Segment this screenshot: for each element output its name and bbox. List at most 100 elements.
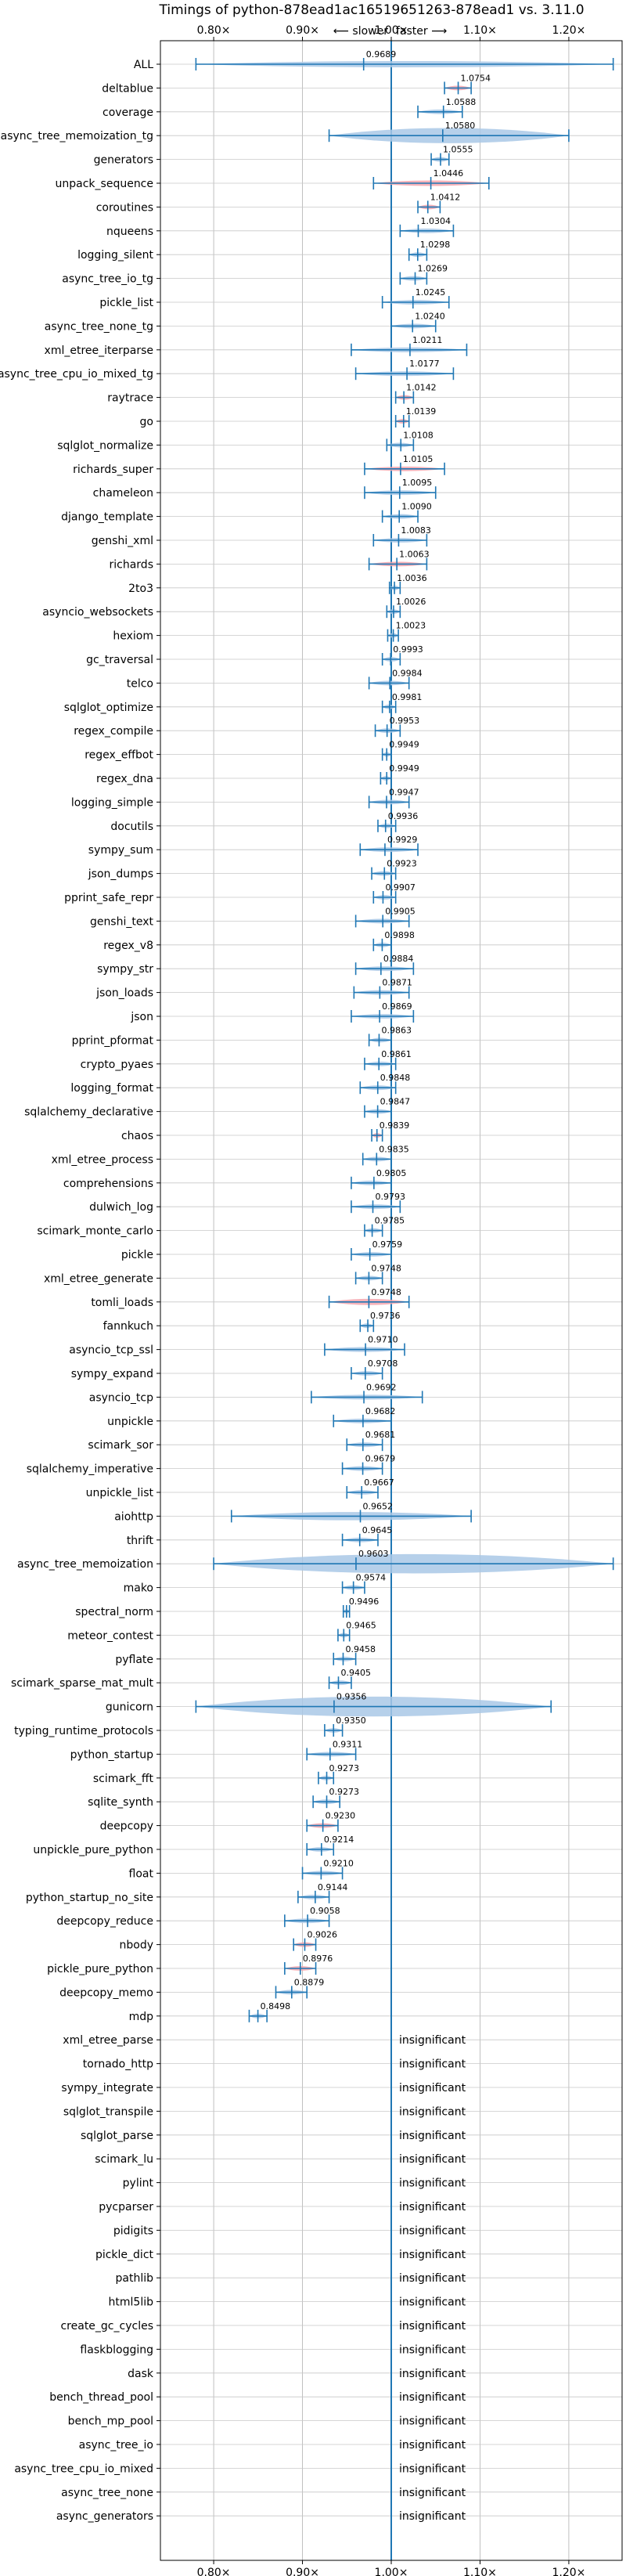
x-tick-label-top: 0.80× — [197, 24, 231, 37]
category-label: thrift — [127, 1535, 154, 1547]
value-label: 0.9847 — [380, 1097, 411, 1107]
category-label: scimark_sparse_mat_mult — [11, 1677, 153, 1690]
category-label: scimark_monte_carlo — [37, 1225, 153, 1238]
value-label: 1.0580 — [445, 121, 476, 131]
insignificant-label: insignificant — [399, 2343, 466, 2356]
category-label: logging_format — [70, 1082, 153, 1095]
category-label: raytrace — [107, 392, 153, 405]
insignificant-label: insignificant — [399, 2249, 466, 2261]
category-label: generators — [94, 154, 153, 167]
category-label: deepcopy_reduce — [56, 1915, 153, 1928]
x-tick-label-bottom: 0.90× — [286, 2567, 319, 2576]
benchmark-labels: ALL 0.9689 deltablue 1.0754 coverage 1.0588 as… — [0, 49, 491, 2523]
category-label: json_loads — [95, 987, 153, 1000]
category-label: chameleon — [93, 487, 153, 500]
value-label: 0.8498 — [261, 2001, 291, 2011]
value-label: 1.0412 — [430, 192, 461, 202]
value-label: 1.0026 — [396, 597, 426, 607]
value-label: 0.9496 — [349, 1596, 380, 1607]
value-label: 0.9848 — [380, 1073, 411, 1083]
category-label: richards_super — [73, 464, 153, 476]
value-label: 0.9839 — [380, 1120, 409, 1131]
value-label: 0.9214 — [324, 1835, 354, 1845]
category-label: unpickle — [107, 1416, 153, 1428]
category-label: unpickle_pure_python — [33, 1844, 153, 1856]
category-label: pprint_pformat — [72, 1034, 154, 1047]
category-label: async_tree_memoization — [17, 1558, 153, 1571]
value-label: 0.9350 — [336, 1716, 366, 1726]
value-label: 0.9748 — [371, 1263, 401, 1273]
insignificant-label: insignificant — [399, 2272, 466, 2285]
value-label: 0.9356 — [336, 1692, 367, 1702]
value-label: 0.9905 — [385, 906, 416, 916]
value-label: 0.9679 — [365, 1454, 396, 1464]
category-label: async_tree_cpu_io_mixed_tg — [0, 368, 153, 381]
category-label: python_startup — [70, 1748, 153, 1761]
category-label: pathlib — [116, 2272, 154, 2285]
value-label: 1.0245 — [416, 287, 446, 298]
value-label: 0.9736 — [370, 1311, 401, 1321]
value-label: 0.9923 — [387, 859, 416, 869]
category-label: spectral_norm — [75, 1606, 153, 1618]
category-label: dulwich_log — [89, 1201, 153, 1214]
insignificant-label: insignificant — [399, 2201, 466, 2213]
value-label: 0.9210 — [323, 1858, 354, 1868]
category-label: sqlalchemy_imperative — [27, 1463, 153, 1476]
category-label: sqlglot_normalize — [57, 439, 153, 452]
category-label: async_tree_none_tg — [45, 320, 153, 333]
value-label: 0.9692 — [366, 1382, 397, 1392]
category-label: regex_v8 — [103, 940, 153, 952]
value-label: 1.0298 — [420, 240, 451, 250]
category-label: xml_etree_parse — [63, 2034, 153, 2047]
category-label: coroutines — [96, 201, 153, 214]
category-label: html5lib — [109, 2296, 154, 2309]
category-label: django_template — [61, 511, 153, 524]
category-label: scimark_lu — [95, 2153, 153, 2166]
value-label: 0.9710 — [368, 1335, 398, 1345]
value-label: 1.0095 — [402, 478, 433, 488]
category-label: pickle_dict — [95, 2249, 154, 2261]
value-label: 0.8976 — [303, 1954, 333, 1964]
category-label: bench_thread_pool — [49, 2391, 153, 2404]
value-label: 0.9144 — [318, 1882, 348, 1892]
category-label: async_tree_memoization_tg — [1, 130, 153, 143]
value-label: 0.9681 — [365, 1430, 396, 1440]
category-label: genshi_xml — [92, 535, 153, 547]
category-label: mdp — [129, 2011, 154, 2023]
value-label: 0.9984 — [392, 668, 422, 678]
insignificant-label: insignificant — [399, 2153, 466, 2166]
x-tick-label-top: 0.90× — [286, 24, 319, 37]
insignificant-label: insignificant — [399, 2415, 466, 2428]
category-label: async_generators — [56, 2510, 153, 2523]
value-label: 1.0036 — [397, 573, 426, 583]
value-label: 0.9869 — [382, 1001, 412, 1012]
insignificant-label: insignificant — [399, 2034, 466, 2047]
category-label: genshi_text — [90, 915, 154, 928]
chart-title: Timings of python-878ead1ac16519651263-8… — [158, 2, 584, 18]
category-label: pycparser — [99, 2201, 153, 2213]
category-label: unpickle_list — [86, 1487, 154, 1499]
insignificant-label: insignificant — [399, 2224, 466, 2237]
axes: 0.80× 0.80× 0.90× 0.90× 1.00× 1.00× 1.10× 1.10×… — [156, 24, 585, 2576]
value-label: 1.0588 — [446, 97, 477, 107]
category-label: gunicorn — [106, 1701, 153, 1714]
insignificant-label: insignificant — [399, 2296, 466, 2309]
insignificant-label: insignificant — [399, 2058, 466, 2071]
category-label: gc_traversal — [86, 654, 153, 666]
value-label: 0.9603 — [358, 1549, 389, 1559]
category-label: sqlglot_parse — [81, 2130, 153, 2142]
category-label: sympy_expand — [71, 1368, 153, 1380]
category-label: 2to3 — [128, 583, 153, 595]
category-label: richards — [110, 558, 154, 571]
category-label: go — [140, 416, 153, 428]
x-tick-label-top: 1.20× — [552, 24, 585, 37]
category-label: logging_simple — [71, 796, 153, 809]
value-label: 0.9759 — [372, 1239, 403, 1250]
category-label: aiohttp — [114, 1510, 153, 1523]
value-label: 0.9936 — [388, 811, 419, 821]
category-label: scimark_sor — [88, 1439, 153, 1452]
value-label: 0.9898 — [384, 930, 414, 940]
category-label: mako — [124, 1582, 153, 1595]
value-label: 0.9230 — [326, 1811, 356, 1821]
category-label: asyncio_tcp — [89, 1391, 153, 1404]
